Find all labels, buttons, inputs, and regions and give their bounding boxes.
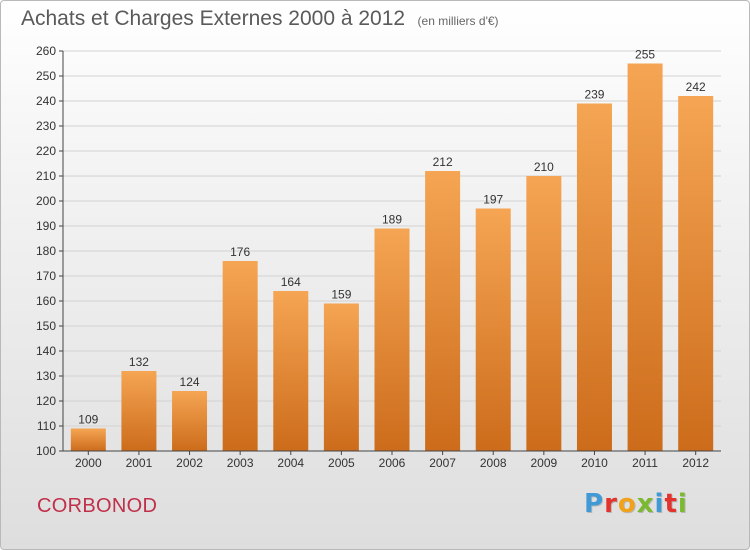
chart-subtitle: (en milliers d'€): [417, 14, 499, 28]
x-tick-label: 2004: [277, 456, 304, 470]
bar-value-label: 124: [180, 375, 200, 389]
brand-logo-letter: i: [677, 489, 688, 519]
axes: 100 110 120 130 140 150 160 170 180 190 200 210 220 2…: [36, 44, 721, 470]
bar-value-label: 176: [230, 245, 250, 259]
brand-logo-letter: t: [664, 489, 678, 519]
chart-title: Achats et Charges Externes 2000 à 2012: [21, 7, 406, 30]
x-tick-label: 2010: [581, 456, 608, 470]
x-tick-label: 2006: [379, 456, 406, 470]
bar: [172, 391, 208, 451]
title-row: Achats et Charges Externes 2000 à 2012 (…: [21, 7, 499, 31]
y-tick-label: 130: [36, 369, 56, 383]
bar-value-label: 197: [483, 193, 503, 207]
bar-value-label: 210: [534, 160, 554, 174]
x-tick-label: 2001: [126, 456, 153, 470]
y-tick-label: 160: [36, 294, 56, 308]
bar: [576, 103, 612, 451]
y-tick-label: 110: [37, 419, 56, 433]
y-tick-label: 230: [36, 119, 56, 133]
x-tick-label: 2003: [227, 456, 254, 470]
x-tick-label: 2000: [75, 456, 102, 470]
commune-name: CORBONOD: [37, 495, 158, 517]
bar-value-label: 239: [584, 88, 604, 102]
x-tick-label: 2008: [480, 456, 507, 470]
bar: [273, 291, 309, 451]
brand-logo-letter: x: [636, 489, 655, 519]
bar-value-label: 132: [129, 355, 149, 369]
x-tick-label: 2005: [328, 456, 355, 470]
y-tick-label: 190: [36, 219, 56, 233]
bar: [323, 303, 359, 451]
bar: [70, 428, 106, 451]
bar: [222, 261, 258, 451]
y-tick-label: 220: [36, 144, 56, 158]
bar: [526, 176, 562, 451]
y-tick-label: 210: [36, 169, 56, 183]
bar: [475, 208, 511, 451]
bar: [425, 171, 461, 451]
bar-value-label: 164: [281, 275, 301, 289]
bar-value-label: 212: [433, 155, 453, 169]
brand-logo-letter: P: [584, 489, 605, 519]
x-tick-label: 2002: [176, 456, 203, 470]
y-tick-label: 100: [36, 444, 56, 458]
bar-value-label: 255: [635, 48, 655, 62]
y-tick-label: 150: [36, 319, 56, 333]
x-tick-label: 2011: [632, 456, 658, 470]
y-tick-label: 140: [36, 344, 56, 358]
x-tick-label: 2012: [682, 456, 709, 470]
x-tick-label: 2007: [429, 456, 456, 470]
brand-logo: Proxiti: [584, 489, 688, 519]
y-tick-label: 120: [36, 394, 56, 408]
brand-logo-letter: i: [654, 489, 665, 519]
brand-logo-letter: r: [604, 489, 618, 519]
x-tick-label: 2009: [530, 456, 557, 470]
bar: [627, 63, 663, 451]
bar: [374, 228, 410, 451]
y-tick-label: 240: [36, 94, 56, 108]
bar: [121, 371, 157, 451]
bar-value-label: 242: [686, 80, 706, 94]
bar: [678, 96, 714, 451]
y-tick-label: 200: [36, 194, 56, 208]
bar-value-label: 109: [78, 413, 98, 427]
bar-value-label: 159: [331, 288, 351, 302]
y-tick-label: 260: [36, 44, 56, 58]
y-tick-label: 170: [36, 269, 56, 283]
brand-logo-letter: o: [617, 489, 637, 519]
y-tick-label: 180: [36, 244, 56, 258]
bar-value-label: 189: [382, 213, 402, 227]
bars: 109 132 124 176 164 159 189 212 197 210 239 255 242: [70, 48, 714, 451]
y-tick-label: 250: [36, 69, 56, 83]
